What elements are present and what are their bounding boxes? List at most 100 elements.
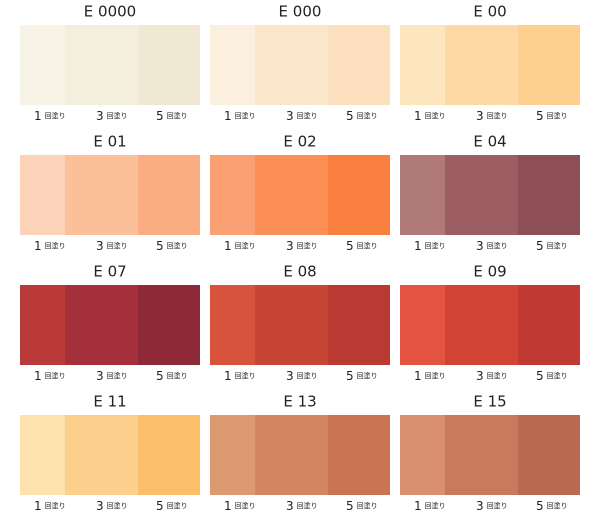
color-strip bbox=[255, 155, 328, 235]
swatch-card: E 151 回塗り 3 回塗り 5 回塗り bbox=[400, 393, 580, 513]
swatch-title: E 07 bbox=[93, 263, 126, 281]
color-strip bbox=[20, 285, 65, 365]
coat-count: 3 bbox=[476, 109, 484, 123]
coat-count: 1 bbox=[34, 239, 42, 253]
coat-unit: 回塗り bbox=[547, 111, 568, 120]
color-strip bbox=[400, 415, 445, 495]
coat-count: 5 bbox=[156, 499, 164, 513]
color-strip bbox=[400, 155, 445, 235]
color-strip bbox=[255, 285, 328, 365]
coat-unit: 回塗り bbox=[297, 111, 318, 120]
swatch-title: E 15 bbox=[473, 393, 506, 411]
coat-unit: 回塗り bbox=[167, 501, 188, 510]
coat-count: 1 bbox=[34, 109, 42, 123]
coat-unit: 回塗り bbox=[357, 241, 378, 250]
coat-unit: 回塗り bbox=[547, 501, 568, 510]
coat-label: 1 回塗り bbox=[34, 499, 66, 513]
coat-count: 3 bbox=[476, 369, 484, 383]
coat-label: 1 回塗り bbox=[414, 109, 446, 123]
coat-count: 3 bbox=[286, 499, 294, 513]
swatch-card: E 041 回塗り 3 回塗り 5 回塗り bbox=[400, 133, 580, 253]
coat-unit: 回塗り bbox=[487, 371, 508, 380]
coat-count: 1 bbox=[414, 109, 422, 123]
color-strip bbox=[255, 415, 328, 495]
coat-count: 1 bbox=[414, 239, 422, 253]
coat-count: 5 bbox=[156, 109, 164, 123]
swatch-title: E 0000 bbox=[84, 3, 136, 21]
coat-unit: 回塗り bbox=[297, 501, 318, 510]
coat-unit: 回塗り bbox=[425, 111, 446, 120]
color-strip bbox=[65, 25, 138, 105]
coat-label: 1 回塗り bbox=[224, 499, 256, 513]
coat-unit: 回塗り bbox=[235, 371, 256, 380]
coat-label: 3 回塗り bbox=[476, 239, 508, 253]
coat-count: 5 bbox=[536, 239, 544, 253]
color-strip bbox=[210, 415, 255, 495]
coat-unit: 回塗り bbox=[357, 371, 378, 380]
swatch-card: E 131 回塗り 3 回塗り 5 回塗り bbox=[210, 393, 390, 513]
color-strip bbox=[445, 285, 518, 365]
coat-unit: 回塗り bbox=[547, 241, 568, 250]
coat-unit: 回塗り bbox=[45, 371, 66, 380]
coat-unit: 回塗り bbox=[297, 241, 318, 250]
swatch-title: E 04 bbox=[473, 133, 506, 151]
coat-label: 5 回塗り bbox=[346, 369, 378, 383]
coat-count: 3 bbox=[96, 239, 104, 253]
coat-label: 5 回塗り bbox=[156, 369, 188, 383]
color-strip bbox=[210, 285, 255, 365]
coat-label: 1 回塗り bbox=[34, 239, 66, 253]
color-strip bbox=[210, 25, 255, 105]
coat-unit: 回塗り bbox=[107, 111, 128, 120]
coat-unit: 回塗り bbox=[167, 371, 188, 380]
swatch-title: E 08 bbox=[283, 263, 316, 281]
color-strip bbox=[400, 285, 445, 365]
color-strip bbox=[20, 415, 65, 495]
coat-unit: 回塗り bbox=[487, 501, 508, 510]
swatch-title: E 02 bbox=[283, 133, 316, 151]
swatch-title: E 09 bbox=[473, 263, 506, 281]
swatch-title: E 00 bbox=[473, 3, 506, 21]
swatch-card: E 011 回塗り 3 回塗り 5 回塗り bbox=[20, 133, 200, 253]
coat-unit: 回塗り bbox=[357, 111, 378, 120]
swatch-title: E 000 bbox=[279, 3, 322, 21]
coat-label: 3 回塗り bbox=[476, 499, 508, 513]
coat-label: 3 回塗り bbox=[96, 109, 128, 123]
coat-label: 1 回塗り bbox=[224, 239, 256, 253]
color-strip bbox=[138, 25, 200, 105]
swatch-card: E 081 回塗り 3 回塗り 5 回塗り bbox=[210, 263, 390, 383]
coat-label: 3 回塗り bbox=[286, 239, 318, 253]
swatch-card: E 001 回塗り 3 回塗り 5 回塗り bbox=[400, 3, 580, 123]
coat-count: 1 bbox=[34, 369, 42, 383]
coat-label: 3 回塗り bbox=[476, 369, 508, 383]
color-strip bbox=[138, 415, 200, 495]
coat-label: 5 回塗り bbox=[346, 109, 378, 123]
coat-unit: 回塗り bbox=[45, 241, 66, 250]
color-strip bbox=[328, 415, 390, 495]
coat-label: 3 回塗り bbox=[96, 499, 128, 513]
coat-label: 5 回塗り bbox=[536, 369, 568, 383]
coat-label: 5 回塗り bbox=[346, 239, 378, 253]
color-strip bbox=[518, 285, 580, 365]
coat-unit: 回塗り bbox=[107, 241, 128, 250]
color-strip bbox=[518, 25, 580, 105]
coat-count: 5 bbox=[156, 239, 164, 253]
coat-label: 5 回塗り bbox=[156, 499, 188, 513]
color-strip bbox=[210, 155, 255, 235]
coat-count: 3 bbox=[96, 109, 104, 123]
color-strip bbox=[400, 25, 445, 105]
coat-count: 1 bbox=[224, 369, 232, 383]
coat-count: 3 bbox=[96, 499, 104, 513]
coat-label: 3 回塗り bbox=[476, 109, 508, 123]
coat-label: 1 回塗り bbox=[414, 499, 446, 513]
coat-count: 3 bbox=[286, 369, 294, 383]
coat-label: 3 回塗り bbox=[286, 499, 318, 513]
color-strip bbox=[518, 155, 580, 235]
coat-count: 1 bbox=[414, 499, 422, 513]
coat-count: 5 bbox=[346, 369, 354, 383]
coat-unit: 回塗り bbox=[425, 241, 446, 250]
color-strip bbox=[65, 155, 138, 235]
coat-count: 1 bbox=[414, 369, 422, 383]
color-strip bbox=[65, 285, 138, 365]
coat-count: 5 bbox=[346, 239, 354, 253]
